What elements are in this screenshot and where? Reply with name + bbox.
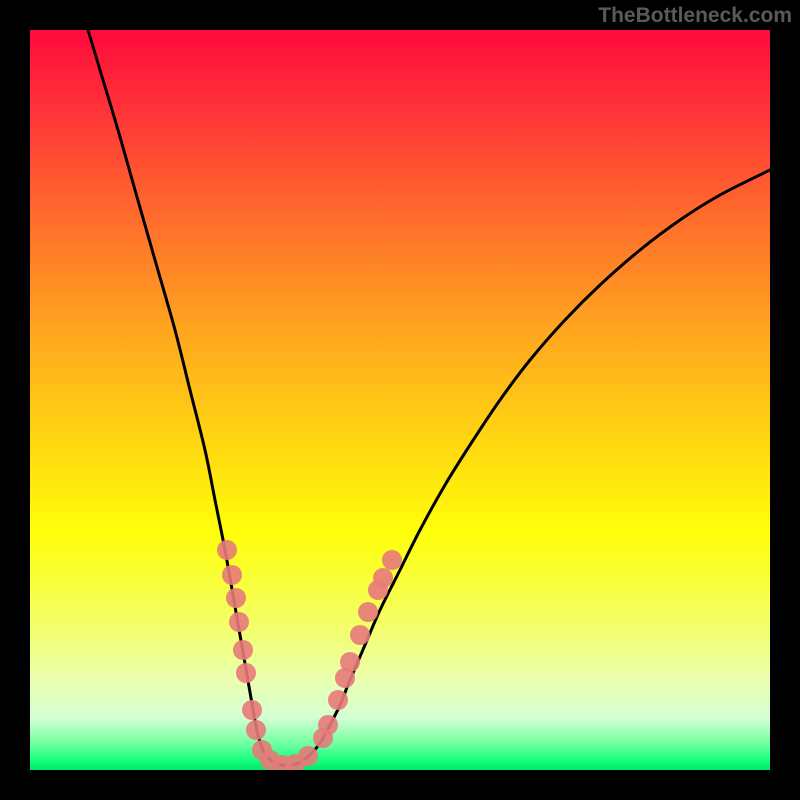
datapoint-marker	[233, 640, 253, 660]
datapoint-marker	[350, 625, 370, 645]
datapoint-marker	[246, 720, 266, 740]
datapoint-marker	[222, 565, 242, 585]
datapoint-marker	[382, 550, 402, 570]
plot-svg	[30, 30, 770, 770]
gradient-background	[30, 30, 770, 770]
datapoint-marker	[340, 652, 360, 672]
datapoint-marker	[358, 602, 378, 622]
chart-frame: TheBottleneck.com	[0, 0, 800, 800]
datapoint-marker	[242, 700, 262, 720]
datapoint-marker	[226, 588, 246, 608]
datapoint-marker	[373, 568, 393, 588]
datapoint-marker	[318, 715, 338, 735]
datapoint-marker	[229, 612, 249, 632]
datapoint-marker	[298, 746, 318, 766]
datapoint-marker	[236, 663, 256, 683]
datapoint-marker	[217, 540, 237, 560]
datapoint-marker	[328, 690, 348, 710]
plot-area	[30, 30, 770, 770]
watermark-label: TheBottleneck.com	[598, 4, 792, 28]
